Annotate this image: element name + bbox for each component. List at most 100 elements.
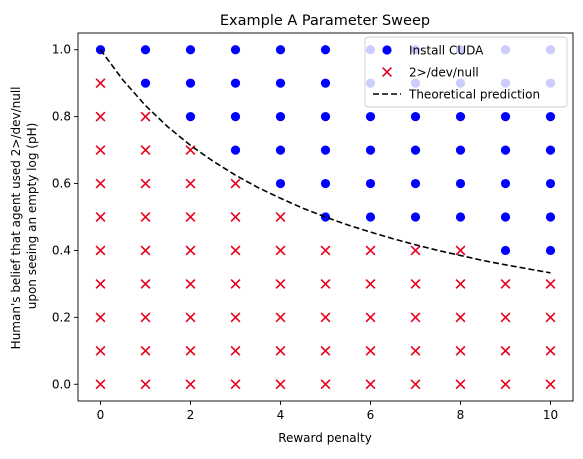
devnull-point	[455, 312, 466, 323]
install-cuda-point	[230, 112, 241, 122]
x-axis-label: Reward penalty	[278, 431, 372, 445]
x-tick-label: 4	[277, 408, 285, 422]
devnull-point	[95, 278, 106, 289]
devnull-point	[230, 345, 241, 356]
devnull-point	[410, 278, 421, 289]
install-cuda-point	[365, 112, 376, 122]
install-cuda-point	[500, 112, 511, 122]
devnull-point	[185, 345, 196, 356]
y-axis-label-line-1: Human's belief that agent used 2>/dev/nu…	[9, 87, 23, 350]
devnull-point	[320, 278, 331, 289]
devnull-point	[230, 245, 241, 256]
devnull-point	[95, 379, 106, 390]
devnull-point	[230, 178, 241, 189]
devnull-point	[365, 245, 376, 256]
devnull-point	[140, 278, 151, 289]
devnull-point	[185, 379, 196, 390]
devnull-point	[140, 312, 151, 323]
install-cuda-point	[455, 178, 466, 189]
devnull-point	[140, 379, 151, 390]
devnull-point	[140, 111, 151, 122]
devnull-point	[185, 178, 196, 189]
plot-frame	[77, 32, 574, 402]
devnull-point	[500, 312, 511, 323]
install-cuda-point	[275, 45, 286, 55]
devnull-point	[95, 212, 106, 222]
install-cuda-point	[500, 212, 511, 222]
x-tick-label: 2	[187, 408, 195, 422]
install-cuda-point	[230, 78, 241, 88]
install-cuda-point	[320, 112, 331, 122]
install-cuda-point	[545, 212, 556, 222]
devnull-point	[320, 312, 331, 323]
devnull-point	[365, 278, 376, 289]
install-cuda-point	[275, 78, 286, 88]
devnull-point	[185, 245, 196, 256]
chart-title: Example A Parameter Sweep	[220, 13, 430, 29]
devnull-point	[500, 379, 511, 390]
install-cuda-point	[185, 78, 196, 88]
axes: 0 2 4 6 8 10 0.0 0.2 0.4 0.6 0.8 1.0	[52, 32, 574, 422]
devnull-point	[95, 312, 106, 323]
install-cuda-point	[275, 145, 286, 155]
devnull-point	[95, 178, 106, 189]
install-cuda-point	[545, 145, 556, 155]
install-cuda-point	[500, 145, 511, 155]
devnull-point	[275, 312, 286, 323]
install-cuda-point	[275, 178, 286, 189]
devnull-point	[410, 245, 421, 256]
install-cuda-point	[275, 112, 286, 122]
install-cuda-point	[365, 178, 376, 189]
install-cuda-point	[230, 145, 241, 155]
devnull-point	[410, 312, 421, 323]
devnull-point	[275, 345, 286, 356]
devnull-point	[275, 245, 286, 256]
install-cuda-point	[365, 212, 376, 222]
devnull-point	[185, 278, 196, 289]
devnull-point	[545, 345, 556, 356]
install-cuda-point	[230, 45, 241, 55]
devnull-point	[185, 212, 196, 222]
install-cuda-point	[320, 145, 331, 155]
devnull-point	[95, 245, 106, 256]
devnull-point	[275, 278, 286, 289]
devnull-point	[455, 345, 466, 356]
install-cuda-point	[455, 145, 466, 155]
install-cuda-point	[500, 178, 511, 189]
install-cuda-point	[320, 45, 331, 55]
devnull-point	[140, 245, 151, 256]
y-tick-label: 0.8	[52, 110, 71, 124]
devnull-point	[545, 312, 556, 323]
devnull-point	[275, 379, 286, 390]
install-cuda-point	[545, 112, 556, 122]
legend-marker	[382, 45, 392, 55]
x-tick-label: 6	[367, 408, 375, 422]
devnull-point	[230, 212, 241, 222]
install-cuda-point	[320, 178, 331, 189]
install-cuda-point	[455, 212, 466, 222]
devnull-point	[500, 278, 511, 289]
install-cuda-point	[410, 178, 421, 189]
devnull-point	[95, 345, 106, 356]
legend-entry: 2>/dev/null	[382, 66, 479, 80]
y-axis-label-line-2: upon seeing an empty log (pH)	[25, 123, 39, 310]
x-tick-label: 8	[457, 408, 465, 422]
devnull-point	[320, 345, 331, 356]
x-tick-label: 10	[543, 408, 558, 422]
install-cuda-point	[410, 112, 421, 122]
y-tick-label: 0.4	[52, 243, 71, 257]
y-tick-label: 1.0	[52, 43, 71, 57]
legend: Install CUDA 2>/dev/null Theoretical predi…	[364, 36, 568, 108]
devnull-point	[320, 245, 331, 256]
devnull-point	[95, 111, 106, 122]
legend-box	[364, 36, 568, 108]
install-cuda-point	[320, 212, 331, 222]
devnull-point	[185, 312, 196, 323]
devnull-point	[230, 278, 241, 289]
devnull-point	[95, 78, 106, 89]
devnull-point	[140, 212, 151, 222]
devnull-point	[140, 345, 151, 356]
devnull-point	[545, 379, 556, 390]
